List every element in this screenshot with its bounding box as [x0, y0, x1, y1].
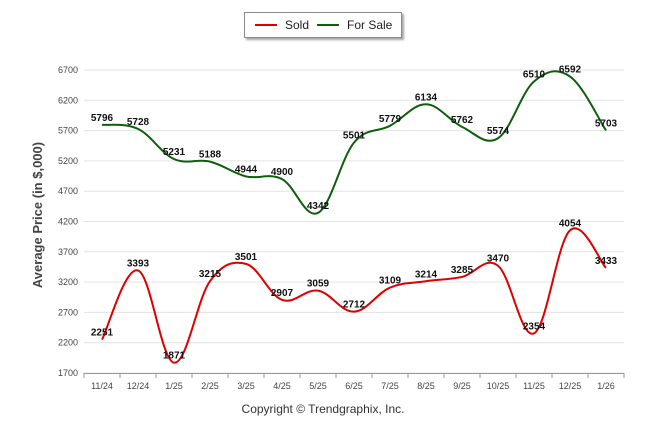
data-label-sold: 3109: [379, 276, 402, 287]
y-tick-label: 2200: [58, 338, 78, 348]
x-tick-label: 1/25: [165, 381, 183, 391]
x-tick-label: 11/25: [523, 381, 545, 391]
legend-label-for-sale: For Sale: [347, 18, 393, 32]
data-label-for-sale: 4342: [307, 201, 330, 212]
data-label-sold: 3501: [235, 252, 258, 263]
x-tick-label: 11/24: [91, 381, 113, 391]
data-label-sold: 3215: [199, 269, 222, 280]
data-label-for-sale: 5779: [379, 114, 402, 125]
legend: Sold For Sale: [244, 12, 402, 38]
data-label-for-sale: 5796: [91, 113, 114, 124]
data-label-for-sale: 6134: [415, 92, 438, 103]
series-lines: [101, 70, 607, 364]
x-tick-label: 6/25: [345, 381, 363, 391]
y-axis: 1700 2200 2700 3200 3700 4200 4700 5200 5700 6200…: [58, 65, 78, 378]
gridlines: [84, 69, 624, 374]
y-tick-label: 5700: [58, 126, 78, 136]
series-line-for-sale: [101, 70, 607, 215]
y-tick-label: 1700: [58, 368, 78, 378]
data-label-sold: 1871: [163, 351, 186, 362]
y-tick-label: 4200: [58, 217, 78, 227]
data-label-for-sale: 5188: [199, 150, 222, 161]
x-tick-label: 1/26: [597, 381, 615, 391]
x-tick-label: 12/24: [127, 381, 150, 391]
x-tick-label: 8/25: [417, 381, 435, 391]
y-tick-label: 5200: [58, 156, 78, 166]
data-label-sold: 3433: [595, 256, 618, 267]
data-label-sold: 2712: [343, 300, 366, 311]
x-tick-label: 7/25: [381, 381, 399, 391]
data-label-sold: 3214: [415, 269, 438, 280]
data-labels: 2251 3393 1871 3215 3501 2907 3059 2712 3109 3214…: [91, 65, 618, 362]
y-axis-label: Average Price (in $,000): [30, 142, 45, 288]
legend-item-sold[interactable]: Sold: [255, 18, 309, 32]
x-tick-label: 10/25: [487, 381, 510, 391]
data-label-sold: 2251: [91, 328, 114, 339]
data-label-sold: 3285: [451, 265, 474, 276]
legend-label-sold: Sold: [285, 18, 310, 32]
data-label-sold: 3059: [307, 279, 330, 290]
y-tick-label: 6200: [58, 95, 78, 105]
x-tick-label: 3/25: [237, 381, 255, 391]
x-tick-label: 2/25: [201, 381, 219, 391]
y-tick-label: 3200: [58, 277, 78, 287]
data-label-sold: 2354: [523, 321, 546, 332]
y-tick-label: 4700: [58, 186, 78, 196]
data-label-sold: 3393: [127, 258, 150, 269]
data-label-for-sale: 5703: [595, 118, 618, 129]
y-tick-label: 2700: [58, 307, 78, 317]
series-line-sold: [101, 227, 607, 364]
data-label-for-sale: 5574: [487, 126, 510, 137]
data-label-for-sale: 6510: [523, 70, 546, 81]
data-label-for-sale: 6592: [559, 65, 582, 76]
x-tick-label: 12/25: [559, 381, 582, 391]
data-label-for-sale: 4900: [271, 167, 294, 178]
data-label-for-sale: 5728: [127, 117, 150, 128]
legend-item-for-sale[interactable]: For Sale: [317, 18, 392, 32]
y-tick-label: 6700: [58, 65, 78, 75]
data-label-sold: 3470: [487, 254, 510, 265]
sold-line-icon: [255, 24, 277, 26]
data-label-for-sale: 4944: [235, 164, 258, 175]
data-label-for-sale: 5762: [451, 115, 474, 126]
x-axis: 11/24 12/24 1/25 2/25 3/25 4/25 5/25 6/25 7/25 8/…: [83, 373, 625, 391]
y-tick-label: 3700: [58, 247, 78, 257]
x-tick-label: 5/25: [309, 381, 327, 391]
data-label-for-sale: 5231: [163, 147, 186, 158]
copyright-footer: Copyright © Trendgraphix, Inc.: [241, 402, 405, 416]
for-sale-line-icon: [317, 24, 339, 26]
x-tick-label: 9/25: [453, 381, 471, 391]
x-tick-label: 4/25: [273, 381, 291, 391]
data-label-for-sale: 5501: [343, 131, 366, 142]
data-label-sold: 4054: [559, 218, 582, 229]
data-label-sold: 2907: [271, 288, 294, 299]
